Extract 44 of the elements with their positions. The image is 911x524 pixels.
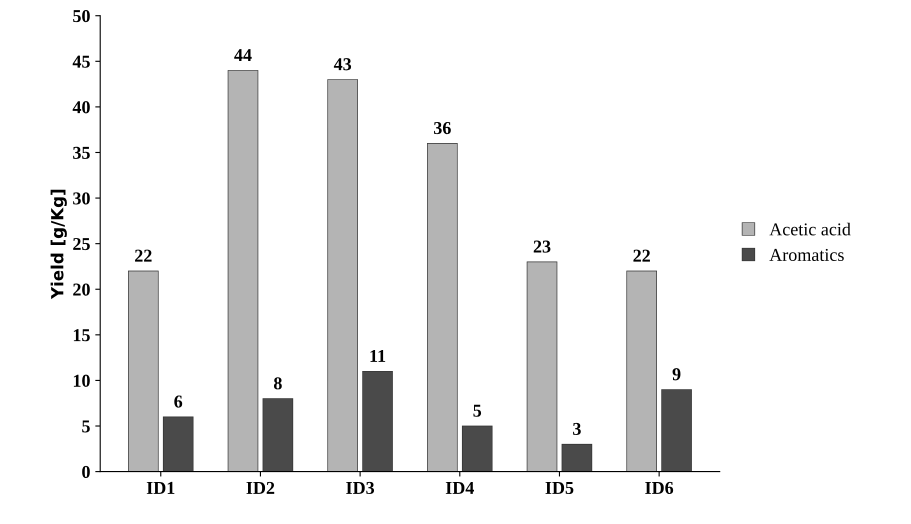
data-label: 6 xyxy=(174,396,182,408)
bar xyxy=(362,370,393,472)
bar xyxy=(128,270,159,472)
bar xyxy=(262,398,294,472)
data-label: 36 xyxy=(434,122,451,134)
data-label: 8 xyxy=(274,377,282,390)
bar xyxy=(327,79,358,472)
data-label: 3 xyxy=(573,422,581,436)
y-tick-label: 0 xyxy=(82,466,90,478)
x-tick-label: ID6 xyxy=(645,482,674,494)
bar xyxy=(228,70,258,472)
legend-label: Acetic acid xyxy=(769,222,851,236)
y-axis-title: Yield [g/Kg] xyxy=(50,190,67,300)
x-tick-label: ID5 xyxy=(546,482,574,494)
x-tick-label: ID1 xyxy=(146,482,174,494)
data-label: 23 xyxy=(534,240,550,253)
y-tick-label: 25 xyxy=(73,238,90,250)
bar xyxy=(427,143,458,472)
y-tick-label: 15 xyxy=(74,329,90,342)
y-tick-label: 35 xyxy=(73,146,90,159)
data-label: 11 xyxy=(370,350,386,362)
bar xyxy=(526,262,558,472)
data-label: 5 xyxy=(473,404,482,417)
data-label: 9 xyxy=(672,368,680,380)
x-tick-label: ID3 xyxy=(346,482,374,494)
bar xyxy=(562,444,592,472)
bar xyxy=(462,426,493,472)
data-label: 22 xyxy=(135,250,152,262)
y-tick-label: 50 xyxy=(73,10,90,22)
y-tick-label: 20 xyxy=(73,284,90,296)
y-tick-label: 40 xyxy=(72,101,90,114)
bar xyxy=(162,416,194,472)
y-tick-label: 45 xyxy=(72,56,90,68)
x-tick-label: ID2 xyxy=(246,482,274,494)
data-label: 43 xyxy=(334,58,352,70)
legend-label: Aromatics xyxy=(769,248,844,261)
data-label: 44 xyxy=(234,49,252,62)
data-label: 22 xyxy=(633,250,650,262)
bar xyxy=(626,270,657,472)
y-tick-label: 5 xyxy=(82,420,90,432)
y-tick-label: 10 xyxy=(74,374,90,387)
bar xyxy=(661,389,692,472)
x-tick-label: ID4 xyxy=(446,482,474,494)
y-tick-label: 30 xyxy=(73,192,90,205)
